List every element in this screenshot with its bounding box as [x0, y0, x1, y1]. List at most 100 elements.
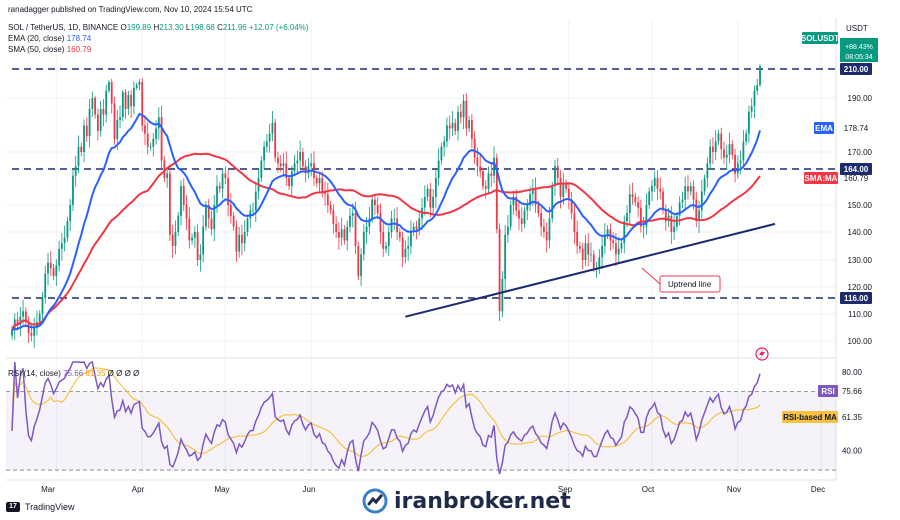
candle-body — [44, 273, 47, 298]
candle-body — [85, 125, 88, 137]
currency-label: USDT — [846, 24, 868, 33]
candle-body — [479, 166, 482, 172]
watermark-text: iranbroker.net — [394, 488, 571, 514]
candle-body — [321, 178, 324, 192]
candle-body — [229, 205, 232, 216]
author-line: ranadagger published on TradingView.com,… — [8, 5, 253, 14]
candle-body — [418, 218, 421, 230]
candle-body — [304, 166, 307, 174]
candle-body — [274, 122, 277, 158]
candle-body — [113, 103, 116, 139]
ema-axis-value: 178.74 — [844, 124, 869, 133]
candle-body — [559, 178, 562, 197]
ema-tag-text: EMA — [815, 124, 833, 133]
candle-body — [750, 106, 753, 112]
candle-body — [709, 146, 712, 164]
candle-body — [27, 322, 30, 333]
tradingview-brand[interactable]: 17 TradingView — [6, 502, 75, 512]
rsi-tick-label: 40.00 — [842, 446, 863, 455]
high-value: 213.30 — [159, 23, 184, 32]
candle-body — [540, 213, 543, 227]
candle-body — [700, 191, 703, 211]
candle-body — [221, 173, 224, 189]
candle-body — [615, 243, 617, 255]
level-164-tag: 164.00 — [840, 163, 872, 175]
annotation-pointer — [641, 267, 661, 285]
y-tick-label: 190.00 — [848, 94, 873, 103]
candle-body — [213, 205, 216, 230]
level-164-tag-text: 164.00 — [844, 165, 869, 174]
candle-body — [47, 262, 49, 274]
candle-body — [329, 205, 332, 211]
level-116-tag: 116.00 — [840, 292, 872, 304]
sma-legend[interactable]: SMA (50, close) 160.79 — [8, 45, 92, 54]
ema-tag: EMA — [814, 122, 834, 134]
candle-body — [662, 191, 664, 211]
candle-body — [144, 125, 146, 134]
candle-body — [376, 205, 379, 214]
candle-body — [487, 173, 490, 189]
ema-legend[interactable]: EMA (20, close) 178.74 — [8, 34, 92, 43]
candle-body — [271, 122, 274, 134]
candle-body — [385, 246, 387, 249]
candle-body — [545, 232, 548, 241]
candle-body — [288, 178, 290, 187]
candle-body — [130, 95, 133, 107]
candle-body — [451, 122, 454, 129]
candle-body — [631, 194, 634, 197]
ema-legend-value: 178.74 — [66, 34, 92, 43]
candle-body — [155, 128, 157, 139]
candle-body — [382, 232, 385, 249]
uptrend-line — [405, 222, 776, 318]
candle-body — [648, 191, 651, 205]
candle-body — [651, 186, 653, 192]
candle-body — [714, 141, 717, 152]
candle-body — [756, 84, 759, 91]
symbol-tag-text: SOLUSDT — [801, 34, 839, 43]
rsi-line — [11, 360, 761, 475]
candle-body — [368, 218, 371, 227]
y-tick-label: 140.00 — [848, 228, 873, 237]
candle-body — [681, 199, 684, 203]
candle-body — [429, 188, 432, 208]
candle-body — [518, 210, 520, 219]
rsi-legend[interactable]: RSI (14, close) 75.66 61.35 Ø Ø Ø Ø — [8, 369, 140, 378]
candle-body — [637, 202, 640, 208]
candle-body — [739, 160, 742, 164]
candle-body — [543, 226, 545, 232]
rsi-tag-text: RSI — [821, 387, 834, 396]
rsi-ma-line — [11, 367, 761, 458]
candle-body — [623, 221, 626, 244]
candle-body — [617, 248, 620, 255]
candle-body — [717, 133, 720, 142]
candle-body — [243, 232, 246, 244]
candle-body — [642, 226, 645, 228]
candle-body — [579, 246, 581, 249]
candle-body — [22, 311, 24, 317]
candle-body — [24, 311, 27, 323]
candle-body — [152, 138, 155, 147]
candle-body — [224, 173, 227, 178]
candle-body — [736, 163, 739, 174]
candle-body — [634, 196, 637, 203]
candle-body — [171, 234, 174, 246]
ema-20-line — [11, 112, 761, 332]
y-tick-label: 130.00 — [848, 256, 873, 265]
candle-body — [459, 111, 462, 118]
candle-body — [695, 199, 698, 222]
rsi-tag: RSI — [818, 385, 838, 397]
sma-legend-value: 160.79 — [66, 45, 92, 54]
lightning-icon — [759, 349, 765, 359]
rsi-band — [6, 391, 836, 471]
candle-body — [684, 186, 687, 200]
y-tick-label: 100.00 — [848, 337, 873, 346]
candle-body — [612, 240, 615, 244]
candle-body — [457, 111, 459, 131]
level-164-tag-bg — [840, 163, 872, 175]
symbol-pct: +88.43% — [845, 44, 873, 51]
candle-body — [748, 111, 750, 134]
candle-body — [338, 232, 340, 238]
candle-body — [33, 327, 36, 336]
candle-body — [182, 186, 185, 205]
